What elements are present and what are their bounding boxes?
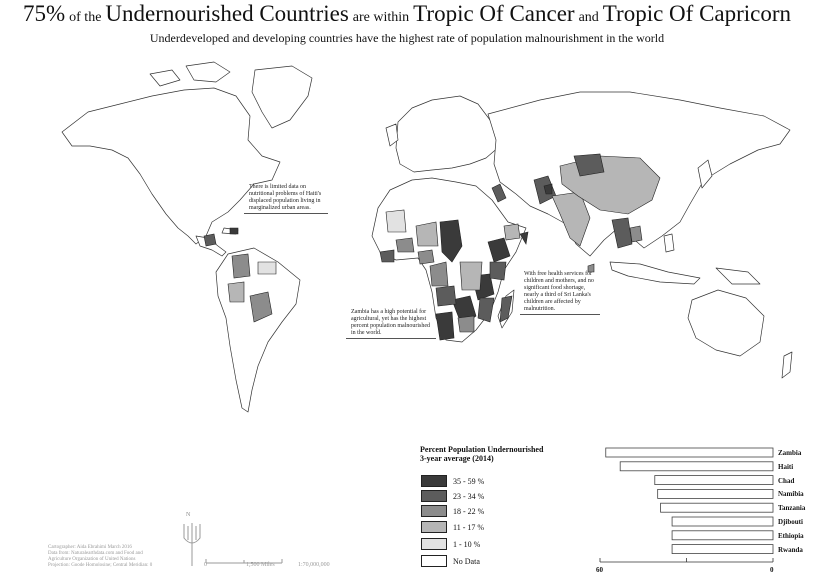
bar-label: Namibia <box>778 490 804 499</box>
bar-haiti <box>619 461 774 472</box>
callout-line: With free health services for <box>524 271 593 277</box>
callout-line: children and mothers, and no <box>524 278 594 284</box>
north-america <box>61 87 281 245</box>
credits: Cartographer: Aida Ebrahimi March 2016 D… <box>48 545 198 569</box>
callout-line: There is limited data on <box>249 184 306 190</box>
bar-rwanda <box>671 544 774 554</box>
legend-swatch <box>421 475 447 487</box>
callout-line: in the world. <box>351 330 382 336</box>
uk <box>385 123 399 147</box>
australia <box>687 289 765 357</box>
bar-chart <box>599 447 774 563</box>
title-part: Undernourished Countries <box>105 1 349 26</box>
bar-label: Tanzania <box>778 504 806 513</box>
legend-label: 35 - 59 % <box>453 477 485 486</box>
map-subtitle: Underdeveloped and developing countries … <box>149 31 665 45</box>
legend-title-line: Percent Population Undernourished <box>420 445 544 454</box>
legend-swatch <box>421 490 447 502</box>
legend-item: No Data <box>421 555 561 568</box>
legend-label: 11 - 17 % <box>453 523 485 532</box>
legend-swatch <box>421 538 447 550</box>
scale-bar <box>205 559 283 564</box>
callout-line: nutritional problems of Haiti's <box>249 191 322 197</box>
title-part: of the <box>69 10 102 25</box>
north-label: N <box>186 512 191 518</box>
legend-swatch <box>421 521 447 533</box>
europe <box>395 95 501 173</box>
callout-line: marginalized urban areas. <box>249 205 311 211</box>
legend-label: 23 - 34 % <box>453 492 485 501</box>
bar-label: Ethiopia <box>778 531 804 540</box>
philippines <box>663 233 675 253</box>
legend-item: 18 - 22 % <box>421 505 561 518</box>
legend-title-line: 3-year average (2014) <box>420 454 494 463</box>
callout-rule <box>244 213 328 214</box>
callout-line: children are affected by <box>524 299 581 305</box>
callout-haiti: There is limited data on nutritional pro… <box>249 184 321 212</box>
title-part: are within <box>352 10 410 25</box>
scale-zero-label: 0 <box>204 562 207 568</box>
arctic-islands <box>185 61 231 83</box>
bar-zambia <box>605 447 774 458</box>
greenland <box>251 65 313 129</box>
legend-item: 11 - 17 % <box>421 521 561 534</box>
title-part: and <box>578 10 599 25</box>
bar-label: Haiti <box>778 462 794 471</box>
callout-sri-lanka: With free health services for children a… <box>524 271 594 313</box>
callout-line: displaced population living in <box>249 198 321 204</box>
callout-zambia: Zambia has a high potential for agricult… <box>351 309 430 337</box>
indonesia <box>609 261 701 285</box>
credit-line: Agriculture Organization of United Natio… <box>48 557 136 562</box>
legend-swatch <box>421 505 447 517</box>
credit-line: Cartographer: Aida Ebrahimi March 2016 <box>48 545 132 550</box>
new-zealand <box>781 351 793 379</box>
bar-label: Djibouti <box>778 518 803 526</box>
bar-label: Chad <box>778 476 795 485</box>
legend-label: 1 - 10 % <box>453 540 481 549</box>
legend-item: 35 - 59 % <box>421 475 561 488</box>
title-part: Tropic Of Capricorn <box>602 1 792 26</box>
title-part: 75% <box>22 1 66 26</box>
tick-label-right: 0 <box>770 566 774 574</box>
callout-line: Zambia has a high potential for <box>351 309 427 315</box>
legend-label: No Data <box>453 557 480 566</box>
arctic-islands <box>149 69 181 87</box>
bar-chad <box>654 475 774 486</box>
tick-label-left: 60 <box>596 566 603 574</box>
bar-label: Zambia <box>778 449 802 457</box>
bar-ethiopia <box>671 530 774 541</box>
credit-line: Data from: Naturalearthdata.com and Food… <box>48 551 143 556</box>
legend-swatch <box>421 555 447 567</box>
north-arrow <box>183 523 201 566</box>
bar-djibouti <box>671 516 774 527</box>
callout-line: agricultural, yet has the highest <box>351 316 427 322</box>
legend-item: 1 - 10 % <box>421 538 561 551</box>
legend-item: 23 - 34 % <box>421 490 561 503</box>
title-part: Tropic Of Cancer <box>413 1 575 26</box>
papua <box>715 267 761 285</box>
bar-tanzania <box>660 502 774 513</box>
legend-label: 18 - 22 % <box>453 507 485 516</box>
callout-line: percent population malnourished <box>351 323 430 329</box>
legend-title: Percent Population Undernourished 3-year… <box>420 445 580 463</box>
callout-line: significant food shortage, <box>524 285 586 291</box>
callout-rule <box>520 314 600 315</box>
japan <box>697 159 713 189</box>
credit-line: Projection: Goode Homolosine; Central Me… <box>48 563 153 568</box>
scale-ratio-label: 1:70,000,000 <box>298 562 330 568</box>
callout-line: malnutrition. <box>524 306 556 312</box>
callout-line: nearly a third of Sri Lanka's <box>524 292 591 298</box>
bar-namibia <box>657 489 774 499</box>
scale-distance-label: 1,500 Miles <box>246 562 275 568</box>
bar-label: Rwanda <box>778 545 803 554</box>
map-title: 75% of the Undernourished Countries are … <box>0 2 814 30</box>
callout-rule <box>346 338 436 339</box>
